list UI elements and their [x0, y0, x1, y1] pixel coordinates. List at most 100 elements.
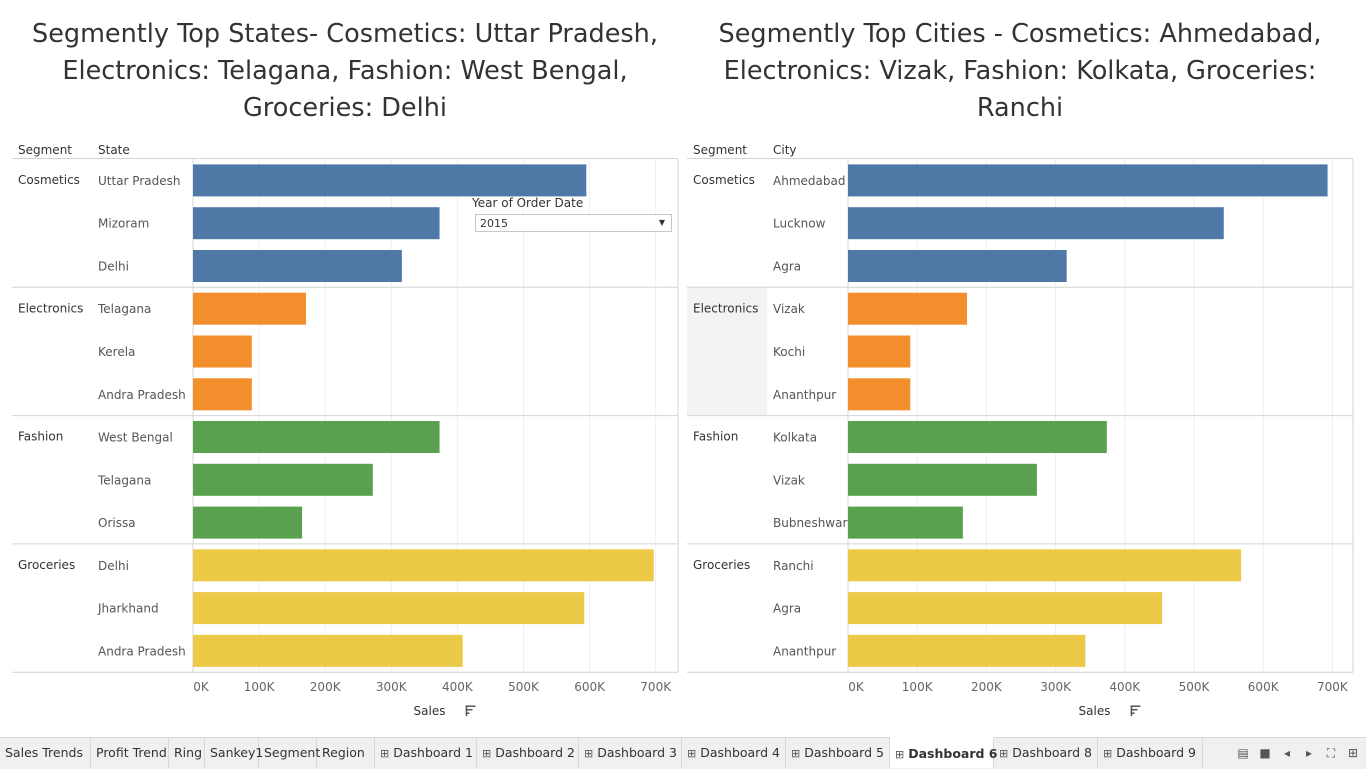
category-label: Lucknow: [773, 217, 826, 231]
dashboard-icon: ⊞: [791, 747, 801, 760]
year-dropdown[interactable]: 2015 ▼: [475, 214, 672, 232]
right-chart-title: Segmently Top Cities - Cosmetics: Ahmeda…: [688, 16, 1352, 127]
bar: [193, 250, 402, 282]
category-label: Andra Pradesh: [98, 388, 186, 402]
sheet-tab-bar: Sales Trends Profit Trend Ring Sankey1 Segme…: [0, 737, 1366, 769]
dashboard-icon: ⊞: [999, 747, 1009, 760]
bar: [848, 378, 911, 411]
bar: [193, 592, 585, 625]
charts-canvas: Segment State Segment City Cosmetics Utta…: [12, 143, 1354, 718]
category-label: Kochi: [773, 345, 805, 359]
sheet-tab-label: Dashboard 2: [495, 745, 575, 760]
sheet-tab[interactable]: ⊞ Dashboard 9: [1098, 738, 1203, 768]
sheet-tab-label: Region: [322, 745, 365, 760]
sheet-tab[interactable]: ⊞ Dashboard 2: [477, 738, 579, 768]
category-label: Agra: [773, 602, 801, 616]
x-tick-label: 400K: [1109, 680, 1141, 694]
category-label: Jharkhand: [97, 602, 159, 616]
next-sheet-icon[interactable]: ▸: [1305, 746, 1313, 760]
category-label: West Bengal: [98, 431, 173, 445]
sheet-tab-label: Dashboard 5: [804, 745, 884, 760]
category-label: Andra Pradesh: [98, 644, 186, 658]
category-label: Vizak: [773, 302, 805, 316]
sort-icon: [465, 705, 476, 717]
right-header-city: City: [773, 143, 797, 157]
category-label: Bubneshwar: [773, 516, 847, 530]
category-label: Orissa: [98, 516, 136, 530]
year-filter: Year of Order Date 2015 ▼: [472, 196, 676, 232]
bar: [848, 164, 1328, 197]
dashboard-icon: ⊞: [584, 747, 594, 760]
bar: [848, 592, 1163, 625]
x-tick-label: 0K: [193, 680, 210, 694]
x-tick-label: 500K: [1179, 680, 1211, 694]
sheet-tab[interactable]: ⊞ Dashboard 8: [994, 738, 1098, 768]
bar: [848, 250, 1067, 282]
x-tick-label: 700K: [640, 680, 672, 694]
bar: [848, 207, 1224, 240]
sheet-tab[interactable]: ⊞ Dashboard 5: [786, 738, 890, 768]
bar: [193, 292, 307, 325]
sheet-tab-label: Dashboard 6: [908, 746, 998, 761]
previous-sheet-icon[interactable]: ◂: [1283, 746, 1291, 760]
bar: [848, 506, 963, 539]
bar: [193, 378, 252, 411]
sheet-tab[interactable]: Region: [317, 738, 375, 768]
segment-highlight: [687, 287, 767, 416]
x-tick-label: 200K: [310, 680, 342, 694]
right-bar-chart: Cosmetics Ahmedabad Lucknow Agra Electronics…: [687, 158, 1354, 718]
sheet-tab-label: Dashboard 8: [1012, 745, 1092, 760]
category-label: Ranchi: [773, 559, 814, 573]
sheet-tab[interactable]: Sales Trends: [0, 738, 91, 768]
category-label: Ananthpur: [773, 644, 836, 658]
category-label: Telagana: [97, 473, 151, 487]
sheet-tab-label: Dashboard 1: [393, 745, 473, 760]
bar: [848, 335, 911, 368]
category-label: Ahmedabad: [773, 174, 845, 188]
sheet-tab[interactable]: Segment: [259, 738, 320, 768]
x-axis-title: Sales: [414, 704, 446, 718]
sheet-tab[interactable]: ⊞ Dashboard 3: [579, 738, 682, 768]
segment-label: Groceries: [693, 558, 750, 572]
category-label: Vizak: [773, 473, 805, 487]
sheet-tab-label: Dashboard 9: [1116, 745, 1196, 760]
x-tick-label: 100K: [244, 680, 276, 694]
category-label: Ananthpur: [773, 388, 836, 402]
left-header-state: State: [98, 143, 130, 157]
x-tick-label: 300K: [1040, 680, 1072, 694]
grid-icon[interactable]: ⊞: [1347, 746, 1359, 760]
sheet-tab[interactable]: ⊞ Dashboard 4: [682, 738, 786, 768]
year-dropdown-value: 2015: [480, 217, 508, 230]
category-label: Uttar Pradesh: [98, 174, 180, 188]
x-tick-label: 500K: [508, 680, 540, 694]
sheet-tab-label: Profit Trend: [96, 745, 167, 760]
segment-label: Cosmetics: [693, 173, 755, 187]
sheet-tab[interactable]: Sankey1: [205, 738, 263, 768]
sheet-tab[interactable]: ⊞ Dashboard 6: [890, 737, 998, 768]
left-title-line: Groceries: Delhi: [243, 93, 447, 123]
dashboard-icon: ⊞: [482, 747, 492, 760]
segment-label: Electronics: [693, 301, 758, 315]
chevron-down-icon[interactable]: ▼: [658, 218, 666, 227]
x-tick-label: 700K: [1317, 680, 1349, 694]
category-label: Kolkata: [773, 431, 817, 445]
sheet-tab[interactable]: Ring: [169, 738, 205, 768]
fullscreen-icon[interactable]: ⛶: [1326, 746, 1336, 760]
filmstrip-icon[interactable]: ▤: [1237, 746, 1249, 760]
sheet-tab[interactable]: ⊞ Dashboard 1: [375, 738, 477, 768]
sheet-tab[interactable]: Profit Trend: [91, 738, 169, 768]
bar: [193, 549, 654, 582]
dashboard-icon: ⊞: [687, 747, 697, 760]
sheet-tab-label: Dashboard 4: [700, 745, 780, 760]
bar: [848, 292, 968, 325]
bar: [193, 634, 463, 667]
x-tick-label: 100K: [902, 680, 934, 694]
right-title-line: Electronics: Vizak, Fashion: Kolkata, Gr…: [723, 56, 1317, 86]
x-tick-label: 200K: [971, 680, 1003, 694]
bar: [193, 463, 373, 496]
bar: [848, 421, 1107, 453]
bar: [848, 634, 1086, 667]
x-tick-label: 400K: [442, 680, 474, 694]
bar: [848, 549, 1242, 582]
sheet-sorter-icon[interactable]: ■: [1259, 746, 1271, 760]
